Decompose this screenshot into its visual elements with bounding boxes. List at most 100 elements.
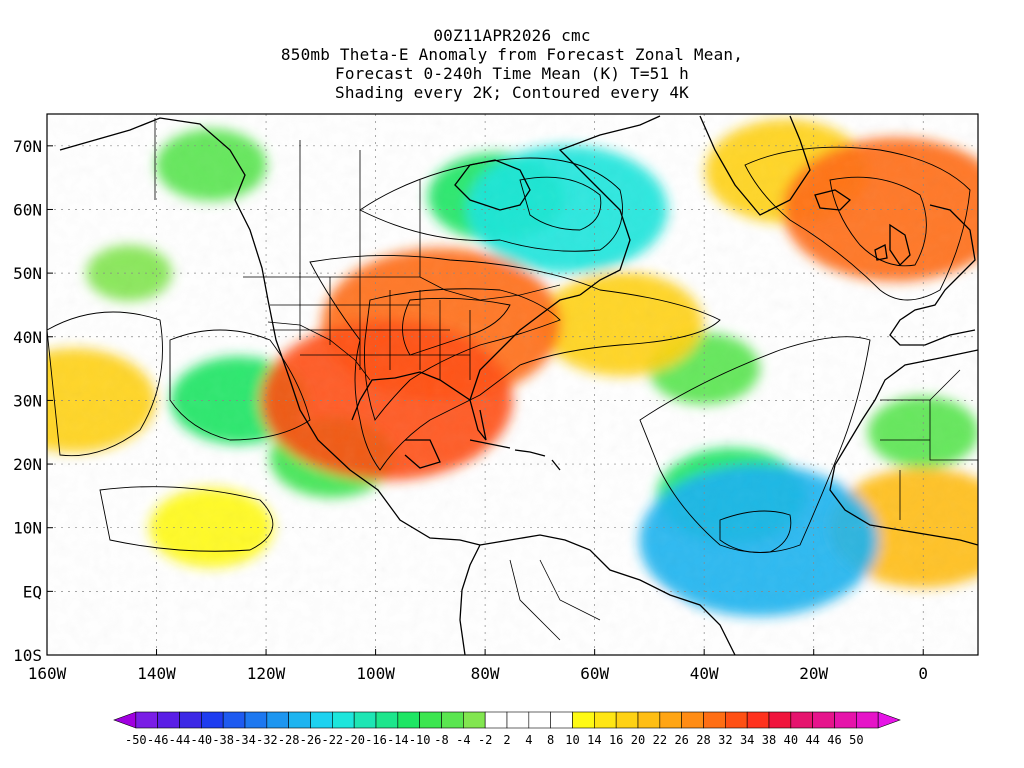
- colorbar-swatch: [419, 711, 442, 729]
- contour-europe-warm: [744, 146, 971, 301]
- colorbar-swatch: [310, 711, 333, 729]
- colorbar-label: -34: [234, 733, 256, 747]
- colorbar-label: -14: [387, 733, 409, 747]
- contour-canada-core: [519, 176, 602, 231]
- colorbar-label: 50: [849, 733, 863, 747]
- colorbar-label: -28: [278, 733, 300, 747]
- colorbar-label: 38: [762, 733, 776, 747]
- y-tick-label: 40N: [13, 328, 42, 347]
- field-texture: [47, 114, 978, 655]
- colorbar-label: 40: [784, 733, 798, 747]
- latitude-axis: 70N 60N 50N 40N 30N 20N 10N EQ 10S: [13, 137, 53, 665]
- colorbar-label: 4: [525, 733, 532, 747]
- title-line-1: 00Z11APR2026 cmc: [433, 26, 591, 45]
- us-state-lines: [270, 277, 471, 380]
- greenland-outline: [699, 115, 811, 216]
- colorbar-label: 46: [827, 733, 841, 747]
- colorbar-swatch: [572, 711, 595, 729]
- africa-coastline: [829, 349, 978, 546]
- plot-area: [47, 114, 978, 655]
- colorbar-label: -20: [343, 733, 365, 747]
- colorbar-label: -46: [147, 733, 169, 747]
- colorbar-swatch: [397, 711, 420, 729]
- colorbar-label: 14: [587, 733, 601, 747]
- colorbar-label: -2: [478, 733, 492, 747]
- colorbar-swatch: [332, 711, 355, 729]
- x-tick-label: 160W: [28, 664, 67, 683]
- contour-pacific-warm: [47, 311, 163, 457]
- colorbar-swatch: [812, 711, 835, 729]
- colorbar-swatch: [856, 711, 879, 729]
- contour-warm-us-core: [402, 297, 511, 356]
- graticule: [47, 114, 978, 655]
- y-tick-label: EQ: [23, 582, 42, 601]
- y-tick-label: 50N: [13, 264, 42, 283]
- y-tick-label: 30N: [13, 391, 42, 410]
- plot-frame: [46, 113, 979, 656]
- yucatan-outline: [404, 439, 441, 469]
- title-line-2: 850mb Theta-E Anomaly from Forecast Zona…: [280, 45, 744, 64]
- political-borders: [154, 118, 978, 641]
- colorbar-swatch: [659, 711, 682, 729]
- colorbar-swatch: [222, 711, 246, 729]
- y-tick-label: 10N: [13, 519, 42, 538]
- colorbar-label: 10: [565, 733, 579, 747]
- colorbar-swatch: [615, 711, 639, 729]
- colorbar-swatch: [441, 711, 464, 729]
- colorbar-swatch: [266, 711, 289, 729]
- colorbar-swatch: [113, 711, 137, 729]
- british-isles-outline: [874, 223, 911, 267]
- y-tick-label: 60N: [13, 200, 42, 219]
- colorbar-label: -32: [256, 733, 278, 747]
- colorbar-swatch: [528, 711, 551, 729]
- colorbar-label: 34: [740, 733, 754, 747]
- colorbar-swatch: [790, 711, 813, 729]
- colorbar-label: 2: [503, 733, 510, 747]
- contour-atlantic-cool: [639, 336, 871, 553]
- colorbar-label: 22: [653, 733, 667, 747]
- x-tick-label: 80W: [471, 664, 500, 683]
- coastlines: [59, 115, 978, 655]
- south-america-west-coastline: [459, 544, 481, 655]
- colorbar-label: 8: [547, 733, 554, 747]
- colorbar-swatch: [550, 711, 573, 729]
- colorbar-swatch: [703, 711, 726, 729]
- colorbar-swatch: [681, 711, 704, 729]
- colorbar-swatch: [375, 711, 399, 729]
- y-tick-label: 70N: [13, 137, 42, 156]
- contour-atlantic-core: [719, 510, 792, 553]
- x-tick-label: 100W: [356, 664, 395, 683]
- contour-warm-us-inner: [363, 288, 561, 421]
- contour-pacific-cool: [169, 329, 311, 441]
- colorbar-swatch: [725, 711, 748, 729]
- colorbar-label: -4: [456, 733, 470, 747]
- north-america-coastline: [59, 117, 481, 546]
- colorbar-label: 26: [674, 733, 688, 747]
- colorbar-label: 28: [696, 733, 710, 747]
- x-tick-label: 20W: [799, 664, 828, 683]
- y-tick-label: 20N: [13, 455, 42, 474]
- contour-tropical-warm: [99, 486, 274, 552]
- colorbar-swatch: [135, 711, 158, 729]
- colorbar-swatch: [463, 711, 486, 729]
- colorbar-swatch: [484, 711, 508, 729]
- contour-canada-cold: [359, 157, 623, 252]
- colorbar-swatch: [834, 711, 857, 729]
- colorbar-label: 44: [805, 733, 819, 747]
- africa-borders: [880, 369, 978, 520]
- colorbar-swatch: [244, 711, 268, 729]
- colorbar-label: 16: [609, 733, 623, 747]
- colorbar-label: -16: [365, 733, 387, 747]
- colorbar-swatch: [637, 711, 661, 729]
- x-tick-label: 60W: [580, 664, 609, 683]
- title-line-4: Shading every 2K; Contoured every 4K: [335, 83, 689, 102]
- colorbar-label: -38: [212, 733, 234, 747]
- colorbar-swatch: [746, 711, 770, 729]
- map-title: 00Z11APR2026 cmc 850mb Theta-E Anomaly f…: [0, 26, 1024, 102]
- colorbar-label: 20: [631, 733, 645, 747]
- colorbar-swatch: [877, 711, 901, 729]
- longitude-axis: 160W 140W 120W 100W 80W 60W 40W 20W 0: [28, 649, 928, 683]
- canada-east-coastline: [558, 115, 661, 296]
- x-tick-label: 0: [918, 664, 928, 683]
- colorbar-swatch: [157, 711, 180, 729]
